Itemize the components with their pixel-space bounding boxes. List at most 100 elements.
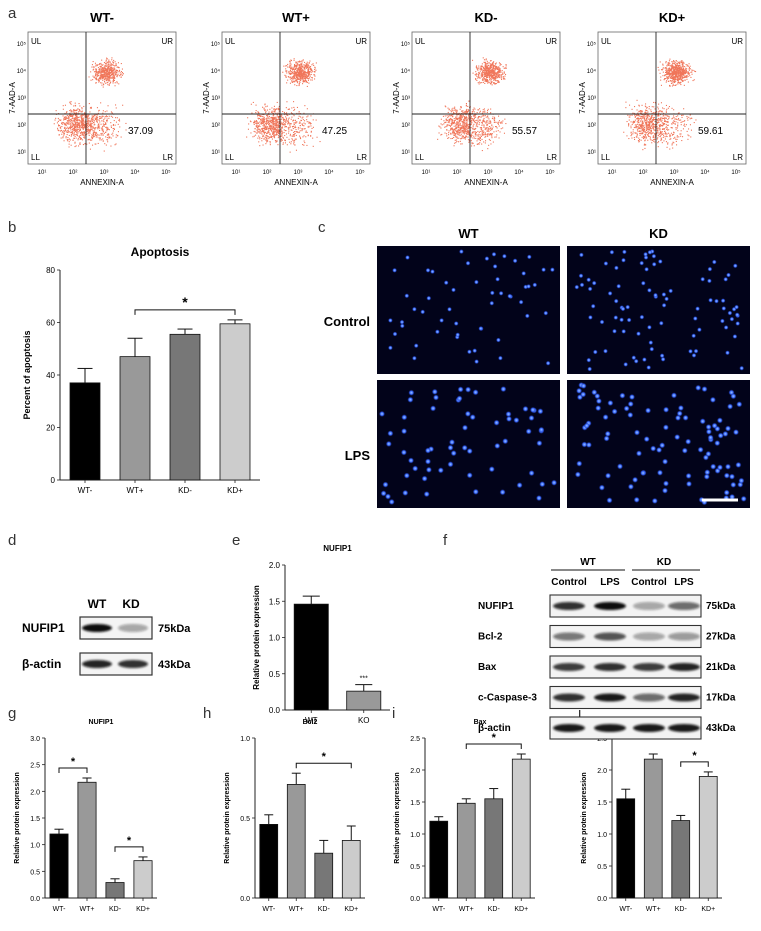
y-axis-label: Relative protein expression: [394, 772, 401, 863]
nucleus: [580, 283, 585, 288]
apoptosis-value: 37.09: [128, 126, 153, 137]
blot-band: [118, 624, 148, 632]
nucleus: [668, 289, 673, 294]
blot-size: 43kDa: [706, 723, 736, 734]
blot-band: [633, 602, 665, 610]
blot-band: [633, 663, 665, 671]
x-tick: 10²: [69, 170, 78, 176]
nucleus: [425, 459, 431, 465]
nucleus: [695, 306, 700, 311]
y-tick: 10³: [587, 96, 596, 102]
nucleus: [588, 287, 593, 292]
nucleus: [627, 412, 633, 418]
nucleus: [650, 446, 656, 452]
y-tick-label: 2.0: [597, 768, 607, 775]
nucleus: [576, 461, 582, 467]
nucleus: [671, 393, 677, 399]
blot-size: 75kDa: [158, 623, 191, 635]
blot-band: [594, 724, 626, 732]
nucleus: [470, 414, 476, 420]
blot-d-col-KD: KD: [122, 597, 140, 611]
nucleus: [514, 417, 520, 423]
significance-marker: *: [322, 751, 327, 763]
blot-band: [633, 724, 665, 732]
nucleus: [596, 398, 602, 404]
nucleus: [628, 484, 634, 490]
bar-KO: [347, 691, 381, 710]
flow-title: WT-: [90, 10, 114, 25]
nucleus: [652, 254, 657, 259]
nucleus: [650, 347, 655, 352]
bar-KD+: [220, 324, 250, 480]
nucleus: [710, 397, 716, 403]
x-tick-label: KD-: [488, 906, 501, 913]
nucleus: [657, 470, 663, 476]
nucleus: [730, 482, 736, 488]
chart-title: Bcl2: [303, 719, 318, 726]
nucleus: [692, 353, 697, 358]
blot-band: [118, 660, 148, 668]
nucleus: [494, 420, 500, 426]
nucleus: [648, 250, 653, 255]
nucleus: [728, 311, 733, 316]
x-tick: 10²: [263, 170, 272, 176]
y-tick: 10⁴: [211, 68, 221, 75]
nucleus: [662, 292, 667, 297]
y-tick: 10⁵: [17, 41, 27, 48]
nucleus: [718, 433, 724, 439]
staining-image-KD-Control: [567, 246, 750, 374]
panel-letter-f: f: [443, 532, 448, 549]
nucleus: [739, 478, 745, 484]
nucleus: [731, 393, 737, 399]
nucleus: [724, 325, 729, 330]
x-tick: 10³: [670, 170, 679, 176]
nucleus: [539, 427, 545, 433]
nucleus: [501, 386, 507, 392]
nucleus: [652, 262, 657, 267]
y-tick-label: 2.5: [30, 763, 40, 770]
panel-letter-e: e: [232, 532, 240, 549]
x-tick-label: KD-: [318, 906, 331, 913]
x-tick: 10¹: [232, 170, 241, 176]
nucleus: [451, 288, 456, 293]
nucleus: [439, 318, 444, 323]
bar-WT+: [287, 784, 305, 898]
blot-band: [594, 602, 626, 610]
blot-row-label: Bcl-2: [478, 632, 503, 643]
quadrant-ul: UL: [601, 37, 612, 46]
x-tick-label: WT+: [459, 906, 474, 913]
x-tick-label: WT+: [646, 906, 661, 913]
y-tick: 10²: [211, 123, 220, 129]
blot-band: [668, 602, 700, 610]
nucleus: [741, 496, 747, 502]
nucleus: [546, 361, 551, 366]
blot-band: [668, 694, 700, 702]
y-tick: 10³: [401, 96, 410, 102]
nucleus: [725, 464, 731, 470]
nucleus: [579, 253, 584, 258]
nucleus: [622, 250, 627, 255]
nucleus: [735, 313, 740, 318]
nucleus: [628, 401, 634, 407]
nucleus: [588, 315, 593, 320]
nucleus: [721, 298, 726, 303]
nucleus: [467, 350, 472, 355]
nucleus: [422, 476, 428, 482]
nucleus: [623, 362, 628, 367]
nucleus: [659, 442, 665, 448]
nucleus: [739, 366, 744, 371]
y-tick: 10²: [401, 123, 410, 129]
staining-col-KD: KD: [649, 226, 668, 241]
panel-letter-i: i: [392, 705, 395, 722]
nucleus: [430, 269, 435, 274]
bar-KD-: [315, 853, 333, 898]
nucleus: [412, 466, 418, 472]
x-axis-label: ANNEXIN-A: [464, 178, 508, 187]
nucleus: [591, 304, 596, 309]
nucleus: [634, 430, 640, 436]
nucleus: [603, 349, 608, 354]
nucleus: [530, 407, 536, 413]
x-tick-label: WT-: [262, 906, 275, 913]
nucleus: [700, 277, 705, 282]
